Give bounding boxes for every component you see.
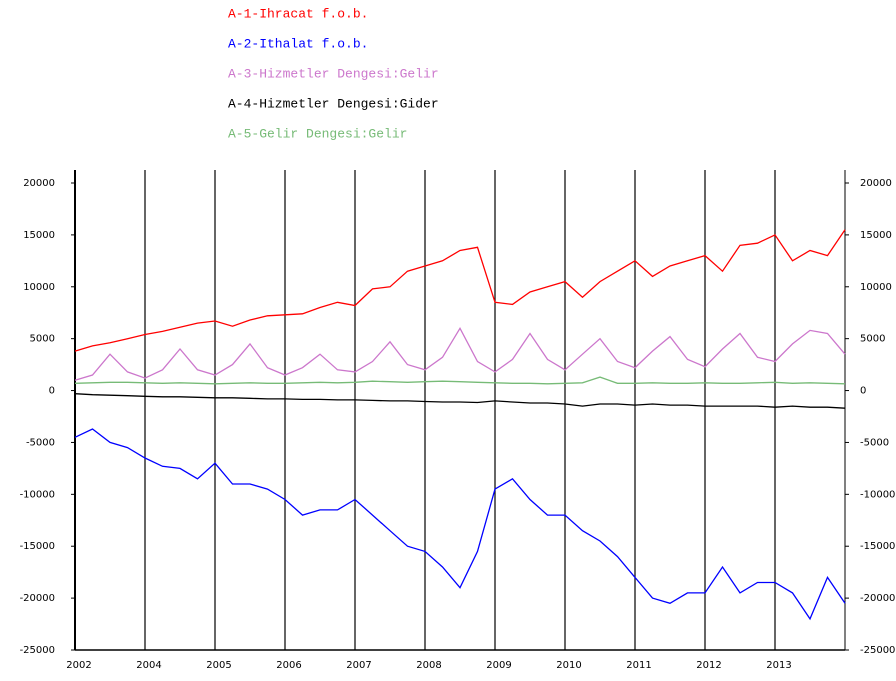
series-line: [74, 326, 846, 381]
y2-tick-label: 10000: [860, 282, 892, 293]
legend-label: A-3-Hizmetler Dengesi:Gelir: [228, 66, 439, 81]
series-line: [74, 428, 846, 621]
y-tick-label: 10000: [23, 282, 55, 293]
y2-tick-label: 0: [860, 386, 866, 397]
y2-tick-label: -25000: [860, 645, 895, 656]
y-tick-label: 5000: [30, 334, 55, 345]
y2-tick-label: 5000: [860, 334, 885, 345]
y-tick-label: 0: [49, 386, 55, 397]
x-tick-label: 2006: [276, 660, 301, 671]
y-tick-label: -10000: [20, 489, 55, 500]
x-tick-label: 2007: [346, 660, 371, 671]
legend-label: A-5-Gelir Dengesi:Gelir: [228, 126, 407, 141]
x-tick-label: 2002: [66, 660, 91, 671]
y-tick-label: 20000: [23, 178, 55, 189]
series-line: [74, 393, 846, 409]
legend-label: A-2-Ithalat f.o.b.: [228, 36, 368, 51]
y2-tick-label: -10000: [860, 489, 895, 500]
x-tick-label: 2009: [486, 660, 511, 671]
y-tick-label: -20000: [20, 593, 55, 604]
x-tick-label: 2012: [696, 660, 721, 671]
legend-label: A-1-Ihracat f.o.b.: [228, 6, 368, 21]
y2-tick-label: -20000: [860, 593, 895, 604]
y2-tick-label: -5000: [860, 437, 889, 448]
y-tick-label: 15000: [23, 230, 55, 241]
y2-tick-label: -15000: [860, 541, 895, 552]
y-tick-label: -15000: [20, 541, 55, 552]
y2-tick-label: 15000: [860, 230, 892, 241]
x-tick-label: 2010: [556, 660, 581, 671]
legend-label: A-4-Hizmetler Dengesi:Gider: [228, 96, 439, 111]
x-tick-label: 2011: [626, 660, 651, 671]
y-tick-label: -5000: [26, 437, 55, 448]
x-tick-label: 2013: [766, 660, 791, 671]
y2-tick-label: 20000: [860, 178, 892, 189]
series-line: [74, 229, 846, 352]
series-line: [74, 376, 846, 385]
y-tick-label: -25000: [20, 645, 55, 656]
x-tick-label: 2008: [416, 660, 441, 671]
x-tick-label: 2005: [206, 660, 231, 671]
x-tick-label: 2004: [136, 660, 161, 671]
